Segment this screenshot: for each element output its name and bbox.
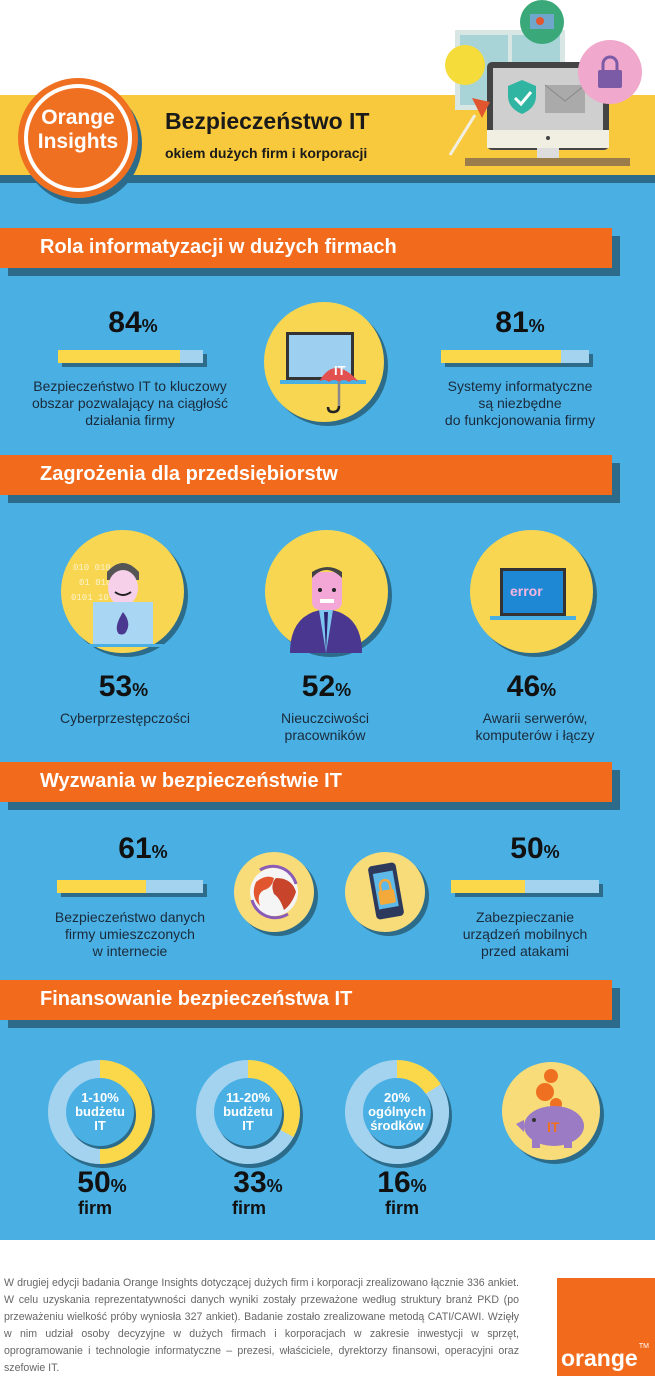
stat-description-81: Systemy informatyczne są niezbędne do fu… [444, 378, 596, 428]
methodology-note: W drugiej edycji badania Orange Insights… [4, 1277, 519, 1374]
badge-line-1: Orange [41, 106, 115, 129]
trademark: TM [638, 1343, 649, 1350]
stat-caption-firm: firm [232, 1198, 267, 1218]
progress-bar-61 [57, 880, 203, 893]
stat-value-firm-16: 16% [377, 1166, 427, 1199]
stat-description-61: Bezpieczeństwo danych firmy umieszczonyc… [54, 909, 206, 959]
section-title-financing: Finansowanie bezpieczeństwa IT [40, 988, 353, 1010]
stat-caption-firm: firm [385, 1198, 420, 1218]
stat-value-50: 50% [510, 832, 560, 865]
stat-description-52: Nieuczciwości pracowników [281, 710, 369, 743]
section-banner-threats [0, 455, 612, 495]
badge-text: Orange Insights [24, 106, 132, 154]
logo-text: orange [561, 1345, 638, 1371]
header-divider [0, 175, 655, 183]
piggy-bank-icon: IT [502, 1062, 600, 1160]
stat-value-81: 81% [495, 306, 545, 339]
svg-text:IT: IT [334, 363, 346, 378]
section-banner-challenges [0, 762, 612, 802]
badge-line-2: Insights [37, 130, 119, 153]
section-title-threats: Zagrożenia dla przedsiębiorstw [40, 463, 338, 485]
error-laptop-icon: error [470, 530, 593, 653]
stat-description-50: Zabezpieczanie urządzeń mobilnych przed … [462, 909, 588, 959]
donut-label: 11-20% budżetu IT [214, 1078, 282, 1146]
angry-employee-icon [265, 530, 388, 653]
donut-label: 20% ogólnych środków [363, 1078, 431, 1146]
page-subtitle: okiem dużych firm i korporacji [165, 145, 368, 161]
hacker-icon: 010 010 01 010 0101 10 [61, 530, 184, 653]
stat-value-53: 53% [98, 670, 149, 703]
stat-caption-firm: firm [78, 1198, 113, 1218]
donut-chart-50: 1-10% budżetu IT [48, 1060, 152, 1164]
badge-ring [24, 84, 132, 192]
stat-value-46: 46% [506, 670, 557, 703]
globe-sync-icon [234, 852, 314, 932]
phone-lock-icon [345, 852, 425, 932]
svg-text:error: error [510, 583, 543, 599]
section-banner-role [0, 228, 612, 268]
page-title: Bezpieczeństwo IT [165, 108, 370, 134]
section-banner-financing [0, 980, 612, 1020]
donut-chart-16: 20% ogólnych środków [345, 1060, 449, 1164]
stat-description-53: Cyberprzestępczości [60, 710, 190, 726]
donut-label: 1-10% budżetu IT [66, 1078, 134, 1146]
laptop-umbrella-icon: IT [264, 302, 384, 422]
orange-logo: orange TM [557, 1278, 655, 1376]
progress-bar-50 [451, 880, 599, 893]
stat-value-firm-50: 50% [77, 1166, 127, 1199]
stat-value-52: 52% [301, 670, 352, 703]
stat-description-46: Awarii serwerów, komputerów i łączy [475, 710, 595, 743]
stat-description-84: Bezpieczeństwo IT to kluczowy obszar poz… [31, 378, 229, 428]
progress-bar-81 [441, 350, 589, 363]
stat-value-61: 61% [118, 832, 168, 865]
svg-text:0101 10: 0101 10 [71, 593, 109, 603]
svg-text:010 010: 010 010 [73, 563, 111, 573]
donut-chart-33: 11-20% budżetu IT [196, 1060, 300, 1164]
progress-bar-84 [58, 350, 203, 363]
desk-computer-illustration-icon [445, 0, 642, 166]
stat-value-firm-33: 33% [233, 1166, 283, 1199]
section-title-challenges: Wyzwania w bezpieczeństwie IT [40, 770, 342, 792]
svg-text:IT: IT [547, 1119, 560, 1135]
section-title-role: Rola informatyzacji w dużych firmach [40, 236, 397, 258]
stat-value-84: 84% [108, 306, 158, 339]
svg-text:01 010: 01 010 [79, 578, 111, 588]
